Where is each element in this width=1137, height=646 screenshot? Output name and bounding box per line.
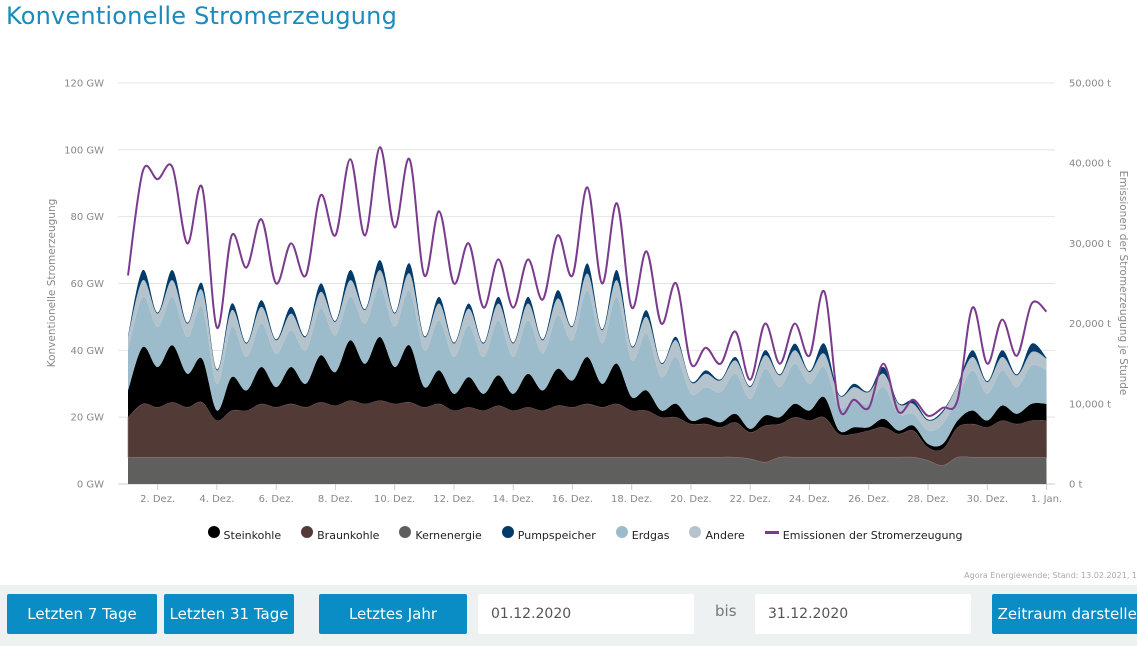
x-tick-label: 14. Dez.	[493, 494, 534, 505]
x-tick-label: 10. Dez.	[374, 494, 415, 505]
y-tick-label: 0 GW	[77, 480, 104, 491]
legend-label: Kernenergie	[415, 529, 482, 542]
y2-tick-label: 0 t	[1069, 480, 1083, 491]
chart: 0 GW 20 GW 40 GW 60 GW 80 GW 100 GW 120 GW 0 t…	[46, 79, 1129, 506]
source-note: Agora Energiewende; Stand: 13.02.2021, 1	[964, 571, 1137, 580]
legend-item-emissionen[interactable]: Emissionen der Stromerzeugung	[764, 526, 963, 542]
legend-dot-icon	[615, 526, 628, 538]
x-tick-label: 1. Jan.	[1031, 494, 1062, 505]
y-tick-label: 20 GW	[70, 413, 104, 424]
controls-bar: Letzten 7 Tage Letzten 31 Tage Letztes J…	[0, 585, 1137, 646]
area-steinkohle	[128, 336, 1047, 451]
x-tick-label: 30. Dez.	[967, 494, 1008, 505]
last-31-days-button[interactable]: Letzten 31 Tage	[164, 594, 294, 634]
y-tick-label: 60 GW	[70, 279, 104, 290]
stacked-areas	[127, 260, 1047, 484]
x-tick-label: 22. Dez.	[730, 494, 771, 505]
emission-line-group	[127, 146, 1048, 417]
area-kernenergie	[128, 456, 1047, 484]
x-tick-label: 12. Dez.	[433, 494, 474, 505]
last-year-button[interactable]: Letztes Jahr	[319, 594, 467, 634]
legend-dot-icon	[399, 526, 412, 538]
area-erdgas	[128, 286, 1047, 447]
y-axis-title: Konventionelle Stromerzeugung	[46, 199, 58, 368]
y2-axis-title: Emissionen der Stromerzeugung je Stunde	[1117, 171, 1129, 396]
legend-item-pumpspeicher[interactable]: Pumpspeicher	[501, 526, 596, 542]
legend-item-braunkohle[interactable]: Braunkohle	[301, 526, 379, 542]
y2-tick-label: 20,000 t	[1069, 319, 1111, 330]
legend-dot-icon	[501, 526, 514, 538]
bis-label: bis	[715, 602, 737, 620]
x-tick-label: 20. Dez.	[670, 494, 711, 505]
last-7-days-button[interactable]: Letzten 7 Tage	[7, 594, 157, 634]
legend-dot-icon	[207, 526, 220, 538]
y-tick-label: 40 GW	[70, 346, 104, 357]
x-tick-label: 28. Dez.	[907, 494, 948, 505]
from-date-input[interactable]	[478, 594, 694, 634]
x-tick-label: 2. Dez.	[140, 494, 175, 505]
x-axis: 2. Dez. 4. Dez. 6. Dez. 8. Dez. 10. Dez. 12. …	[140, 484, 1062, 505]
legend-label: Andere	[705, 529, 745, 542]
y-tick-label: 80 GW	[70, 212, 104, 223]
x-tick-label: 6. Dez.	[259, 494, 294, 505]
page-title: Konventionelle Stromerzeugung	[6, 2, 398, 30]
x-tick-label: 26. Dez.	[848, 494, 889, 505]
emissions-line	[127, 146, 1048, 417]
legend-label: Emissionen der Stromerzeugung	[782, 529, 963, 542]
y2-tick-label: 10,000 t	[1069, 399, 1111, 410]
y-axis-left: 0 GW 20 GW 40 GW 60 GW 80 GW 100 GW 120 GW	[64, 79, 104, 491]
y2-tick-label: 40,000 t	[1069, 159, 1111, 170]
x-tick-label: 18. Dez.	[611, 494, 652, 505]
x-tick-label: 8. Dez.	[318, 494, 353, 505]
x-tick-label: 16. Dez.	[552, 494, 593, 505]
legend-item-andere[interactable]: Andere	[689, 526, 745, 542]
to-date-input[interactable]	[755, 594, 971, 634]
legend-item-erdgas[interactable]: Erdgas	[615, 526, 670, 542]
x-tick-label: 24. Dez.	[789, 494, 830, 505]
y2-tick-label: 50,000 t	[1069, 79, 1111, 90]
legend: Steinkohle Braunkohle Kernenergie Pumpspeic…	[0, 526, 1137, 542]
legend-dot-icon	[689, 526, 702, 538]
legend-item-kernenergie[interactable]: Kernenergie	[399, 526, 482, 542]
legend-label: Erdgas	[631, 529, 670, 542]
legend-item-steinkohle[interactable]: Steinkohle	[207, 526, 282, 542]
legend-line-icon	[764, 531, 779, 534]
y-tick-label: 100 GW	[64, 145, 104, 156]
y-tick-label: 120 GW	[64, 79, 104, 90]
legend-label: Braunkohle	[317, 529, 380, 542]
legend-label: Pumpspeicher	[517, 529, 596, 542]
legend-dot-icon	[301, 526, 314, 538]
y2-tick-label: 30,000 t	[1069, 239, 1111, 250]
show-range-button[interactable]: Zeitraum darstellen	[992, 594, 1137, 634]
y-axis-right: 0 t 10,000 t 20,000 t 30,000 t 40,000 t 50,00…	[1069, 79, 1111, 491]
legend-label: Steinkohle	[223, 529, 282, 542]
x-tick-label: 4. Dez.	[199, 494, 234, 505]
